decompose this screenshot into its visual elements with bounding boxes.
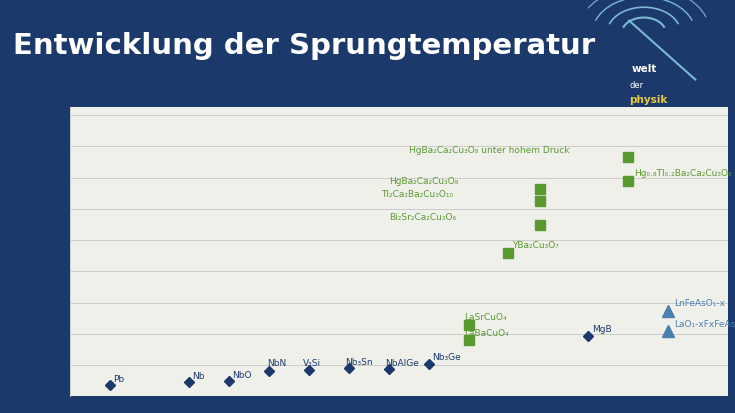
- Text: Entwicklung der Sprungtemperatur: Entwicklung der Sprungtemperatur: [13, 32, 595, 59]
- Y-axis label: Sprungtemperatur in Kelvin: Sprungtemperatur in Kelvin: [29, 180, 40, 324]
- Text: NbN: NbN: [268, 358, 287, 368]
- Text: YBa₂Cu₃O₇: YBa₂Cu₃O₇: [512, 241, 559, 250]
- Text: LaSrCuO₄: LaSrCuO₄: [465, 313, 507, 322]
- Text: physik: physik: [629, 95, 667, 105]
- Text: Hg₀.₈Tl₀.₂Ba₂Ca₂Cu₃O₈: Hg₀.₈Tl₀.₂Ba₂Ca₂Cu₃O₈: [634, 169, 731, 178]
- Text: NbO: NbO: [232, 370, 252, 380]
- Text: HgBa₂Ca₂Cu₃O₈: HgBa₂Ca₂Cu₃O₈: [389, 177, 458, 186]
- Text: NbAlGe: NbAlGe: [385, 358, 419, 368]
- Text: LnFeAsO₁-x: LnFeAsO₁-x: [674, 299, 725, 308]
- Text: der: der: [629, 81, 643, 90]
- Text: LaBaCuO₄: LaBaCuO₄: [465, 329, 509, 338]
- Text: welt: welt: [632, 64, 658, 74]
- Text: Nb₃Sn: Nb₃Sn: [345, 358, 373, 367]
- Text: V₃Si: V₃Si: [303, 359, 321, 368]
- Text: LaO₁-xFxFeAs: LaO₁-xFxFeAs: [674, 320, 735, 329]
- Text: Tl₂Ca₂Ba₂Cu₃O₁₀: Tl₂Ca₂Ba₂Cu₃O₁₀: [381, 190, 453, 199]
- Text: Pb: Pb: [113, 375, 124, 384]
- Text: Nb₃Ge: Nb₃Ge: [432, 353, 461, 362]
- Text: Bi₂Sr₂Ca₂Cu₃O₆: Bi₂Sr₂Ca₂Cu₃O₆: [389, 213, 456, 222]
- Text: HgBa₂Ca₂Cu₃O₈ unter hohem Druck: HgBa₂Ca₂Cu₃O₈ unter hohem Druck: [409, 146, 569, 155]
- Text: Nb: Nb: [193, 372, 205, 380]
- Text: MgB: MgB: [592, 325, 612, 334]
